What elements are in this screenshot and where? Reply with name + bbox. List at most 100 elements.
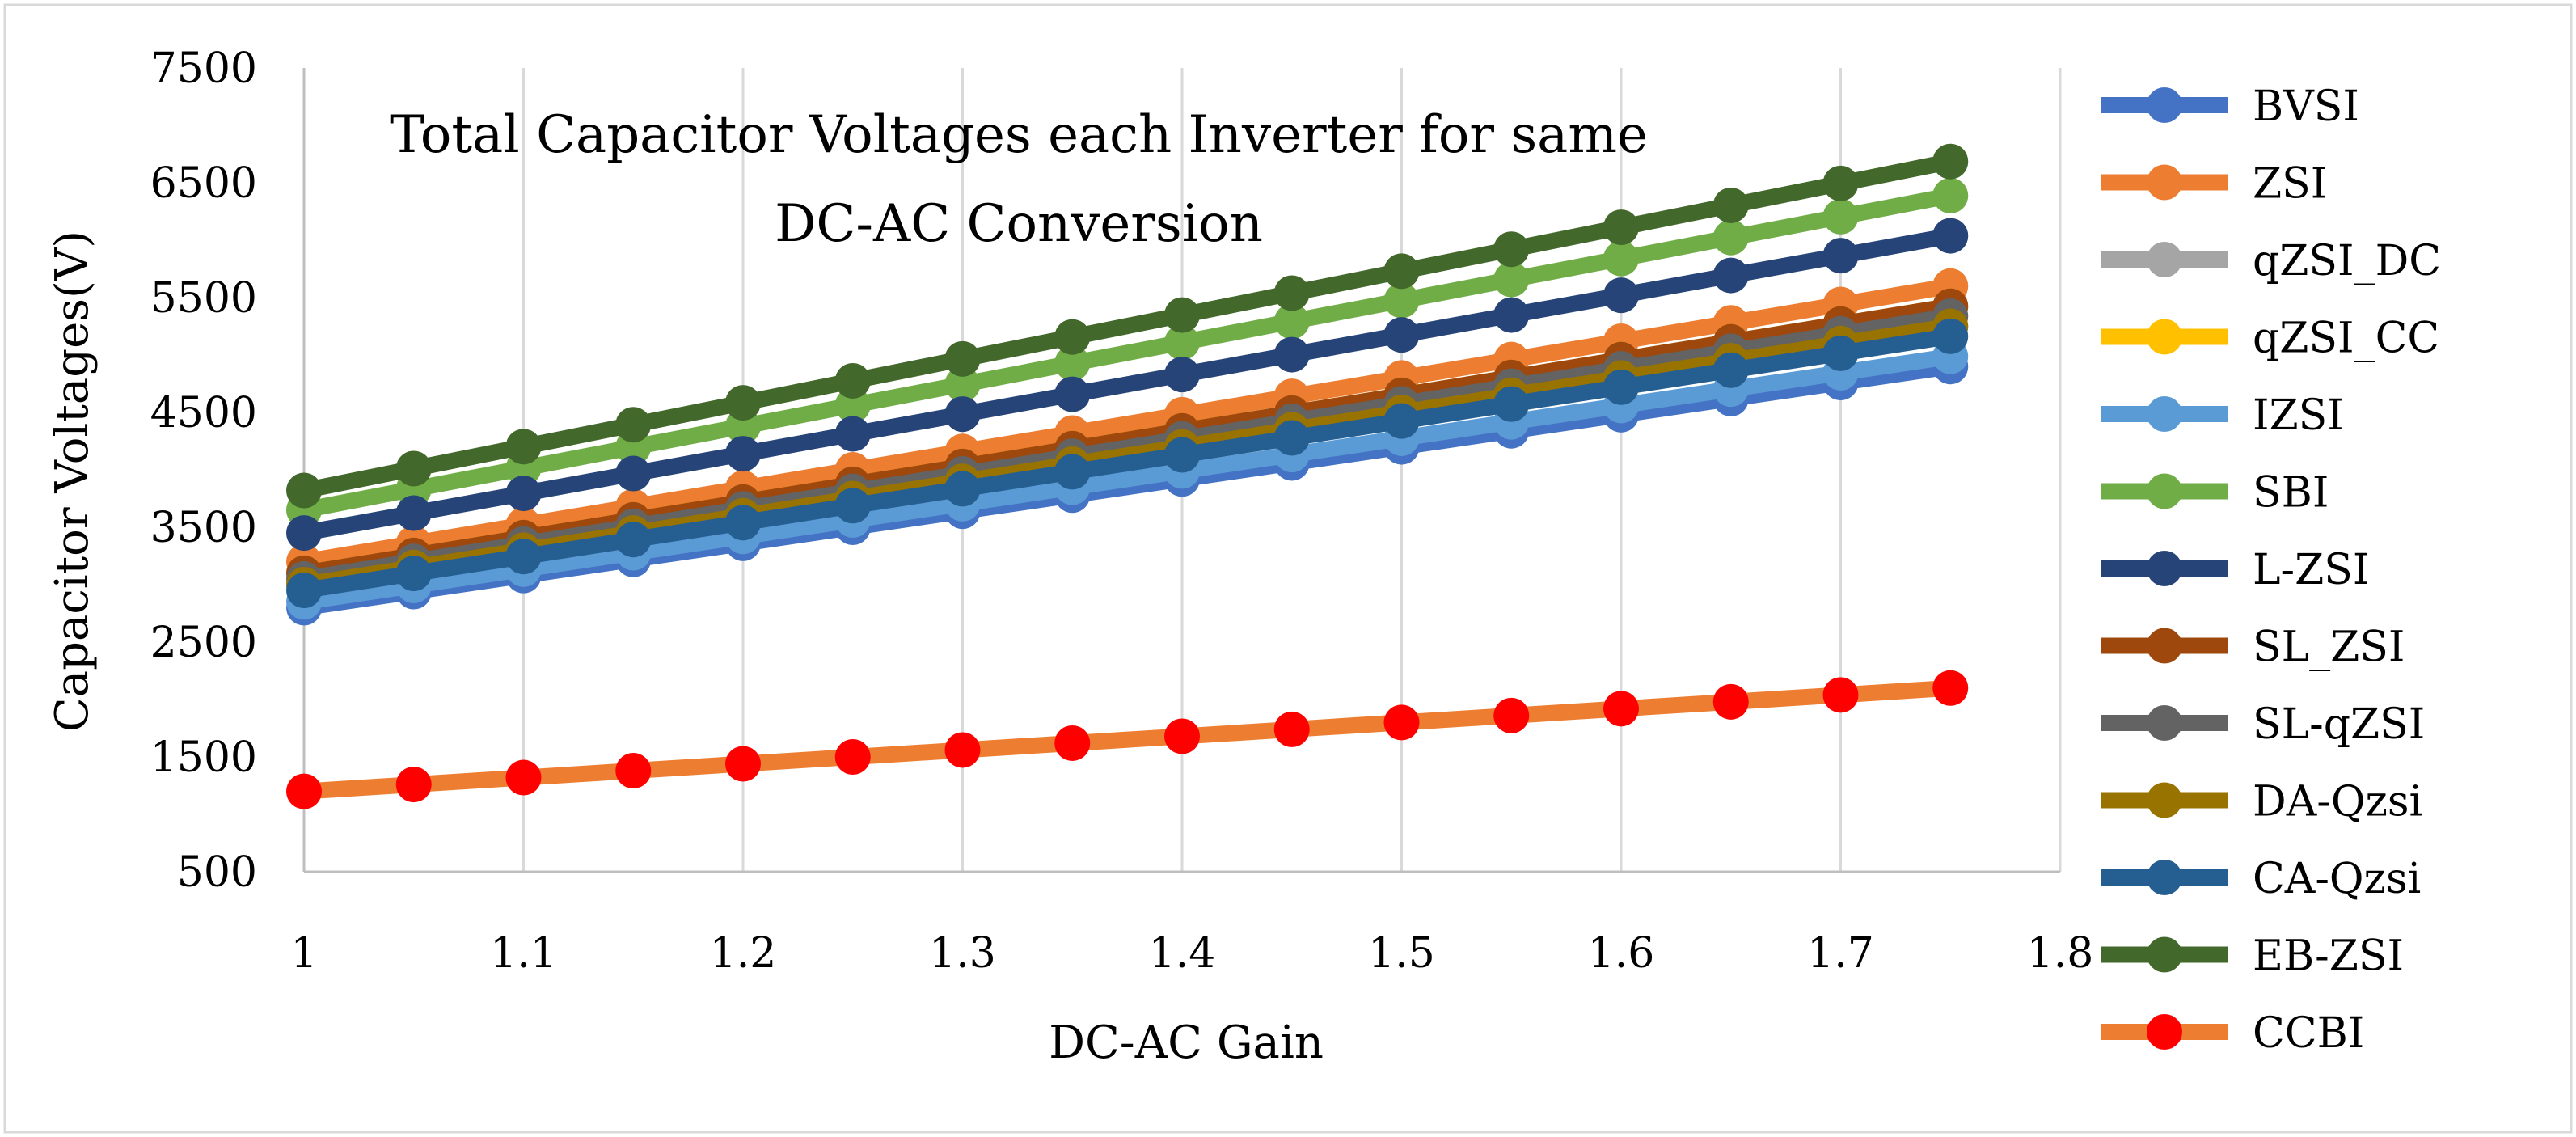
legend-swatch-marker [2147, 164, 2182, 201]
data-point-eb-zsi [1932, 143, 1969, 180]
data-point-ca-qzsi [1493, 386, 1530, 422]
legend-item-bvsi: BVSI [2101, 82, 2359, 131]
data-point-sbi [1164, 324, 1200, 361]
data-point-ca-qzsi [1712, 352, 1749, 388]
legend-swatch-marker [2147, 473, 2182, 509]
data-point-sbi [1603, 240, 1639, 277]
data-point-ca-qzsi [1164, 437, 1200, 473]
data-point-ccbi [1054, 725, 1091, 761]
data-point-sbi [834, 387, 871, 424]
data-point-ca-qzsi [1273, 420, 1310, 456]
series-layer [286, 143, 1969, 809]
data-point-l-zsi [1164, 357, 1200, 393]
data-point-sbi [1932, 177, 1969, 213]
chart-title: Total Capacitor Voltages each Inverter f… [390, 105, 1648, 254]
series-line-izsi [302, 348, 1952, 611]
y-tick-label: 7500 [150, 44, 257, 93]
y-axis-label: Capacitor Voltages(V) [46, 230, 99, 732]
legend-swatch-marker [2147, 936, 2182, 973]
data-point-l-zsi [1493, 297, 1530, 333]
legend-label: IZSI [2253, 391, 2344, 440]
series-line-zsi [302, 277, 1952, 570]
data-point-eb-zsi [944, 340, 981, 377]
data-point-l-zsi [1383, 317, 1420, 353]
series-line-ca-qzsi [302, 328, 1952, 598]
data-point-l-zsi [615, 455, 652, 492]
data-point-sbi [1493, 261, 1530, 298]
x-tick-label: 1.7 [1807, 929, 1874, 978]
data-point-ca-qzsi [1603, 369, 1639, 405]
data-point-ccbi [1603, 691, 1639, 727]
data-point-sbi [1712, 219, 1749, 256]
data-point-ca-qzsi [725, 505, 761, 541]
y-tick-label: 4500 [150, 389, 257, 437]
data-point-l-zsi [944, 396, 981, 433]
legend-swatch-marker [2147, 628, 2182, 664]
legend-item-zsi: ZSI [2101, 160, 2327, 209]
data-point-ccbi [395, 767, 432, 803]
data-point-l-zsi [1603, 277, 1639, 314]
data-point-sbi [1273, 303, 1310, 340]
data-point-eb-zsi [1603, 209, 1639, 246]
legend-swatch-marker [2147, 242, 2182, 277]
data-point-eb-zsi [1493, 231, 1530, 268]
data-point-ccbi [834, 739, 871, 775]
legend-item-l-zsi: L-ZSI [2101, 546, 2369, 594]
series-line-ccbi [303, 679, 1951, 800]
legend-label: BVSI [2253, 82, 2359, 131]
legend-label: SL_ZSI [2253, 623, 2405, 672]
legend-label: CCBI [2253, 1009, 2364, 1058]
legend-item-sbi: SBI [2101, 469, 2329, 518]
series-sbi [286, 177, 1969, 528]
legend-label: EB-ZSI [2253, 932, 2404, 981]
legend-item-izsi: IZSI [2101, 391, 2344, 440]
data-point-l-zsi [725, 436, 761, 472]
legend-label: qZSI_CC [2253, 315, 2439, 363]
y-tick-label: 3500 [150, 504, 257, 552]
y-tick-label: 1500 [150, 733, 257, 782]
legend-item-qzsi-dc: qZSI_DC [2101, 237, 2441, 285]
y-tick-label: 2500 [150, 619, 257, 667]
legend-swatch-marker [2147, 1014, 2182, 1050]
data-point-ca-qzsi [1054, 454, 1091, 490]
x-tick-label: 1.4 [1149, 929, 1216, 978]
data-point-ca-qzsi [286, 573, 322, 609]
data-point-ccbi [1164, 718, 1200, 754]
data-point-sbi [1383, 282, 1420, 319]
data-point-l-zsi [395, 495, 432, 531]
x-axis-label: DC-AC Gain [1049, 1017, 1324, 1069]
data-point-ca-qzsi [944, 471, 981, 507]
data-point-eb-zsi [1164, 297, 1200, 333]
data-point-eb-zsi [725, 385, 761, 421]
series-line-sbi [302, 188, 1953, 518]
y-tick-label: 6500 [150, 159, 257, 208]
x-tick-label: 1.6 [1588, 929, 1655, 978]
data-point-eb-zsi [1054, 319, 1091, 355]
legend-item-sl-qzsi: SL-qZSI [2101, 700, 2425, 749]
x-tick-label: 1.2 [710, 929, 777, 978]
data-point-ccbi [1822, 677, 1859, 713]
x-tick-label: 1.8 [2027, 929, 2094, 978]
data-point-eb-zsi [395, 450, 432, 487]
x-tick-label: 1.5 [1368, 929, 1435, 978]
legend-label: SBI [2253, 469, 2329, 518]
data-point-eb-zsi [286, 472, 322, 509]
legend-swatch-marker [2147, 396, 2182, 432]
legend-item-da-qzsi: DA-Qzsi [2101, 778, 2422, 826]
legend-label: L-ZSI [2253, 546, 2369, 594]
legend-swatch-marker [2147, 551, 2182, 586]
legend-item-qzsi-cc: qZSI_CC [2101, 315, 2439, 363]
legend-label: SL-qZSI [2253, 700, 2425, 749]
legend-label: DA-Qzsi [2253, 778, 2422, 826]
data-point-ca-qzsi [1932, 318, 1969, 354]
legend-item-eb-zsi: EB-ZSI [2101, 932, 2404, 981]
data-point-eb-zsi [1383, 253, 1420, 290]
data-point-l-zsi [1054, 376, 1091, 412]
y-tick-label: 5500 [150, 274, 257, 323]
x-tick-label: 1 [290, 929, 317, 978]
y-tick-label: 500 [177, 848, 257, 897]
chart-title-line-1: Total Capacitor Voltages each Inverter f… [390, 105, 1648, 165]
data-point-sbi [944, 366, 981, 403]
